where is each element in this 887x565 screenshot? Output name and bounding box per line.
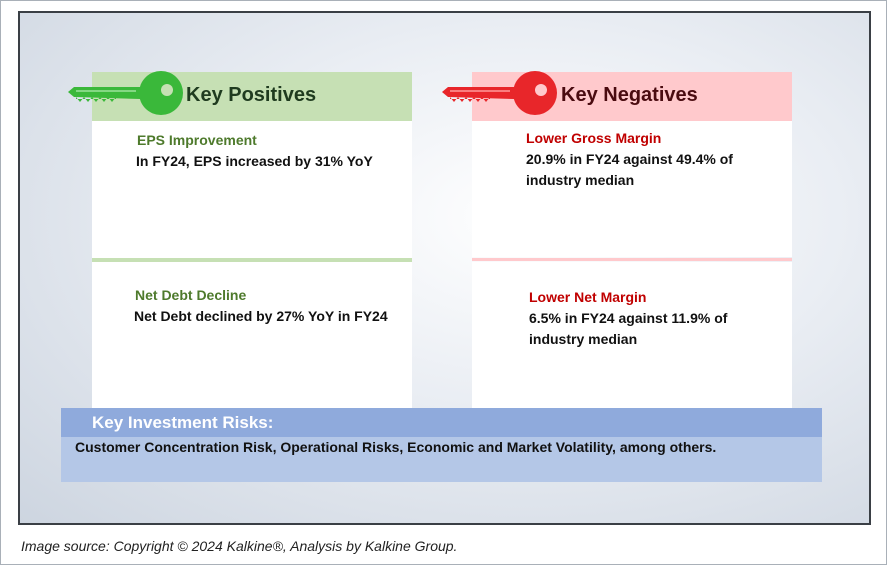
negatives-title: Key Negatives [561,84,698,106]
negatives-card-2 [472,262,792,408]
net-debt-decline-title: Net Debt Decline [135,287,247,303]
lower-gross-margin-title: Lower Gross Margin [526,130,662,146]
green-key-icon [68,71,183,115]
eps-improvement-title: EPS Improvement [137,132,257,148]
investment-risks-body: Customer Concentration Risk, Operational… [75,439,717,455]
positives-card-1 [92,121,412,259]
lower-net-margin-body-line-1: 6.5% in FY24 against 11.9% of [529,310,728,326]
positives-card-2 [92,262,412,408]
investment-risks-header: Key Investment Risks: [61,408,822,437]
eps-improvement-body: In FY24, EPS increased by 31% YoY [136,153,373,169]
lower-gross-margin-body-line-2: industry median [526,172,635,188]
lower-net-margin-body-line-2: industry median [529,331,638,347]
net-debt-decline-body: Net Debt declined by 27% YoY in FY24 [134,308,388,324]
lower-net-margin-title: Lower Net Margin [529,289,647,305]
investment-risks-title: Key Investment Risks: [92,413,274,432]
positives-separator [92,258,412,262]
image-source-caption: Image source: Copyright © 2024 Kalkine®,… [21,538,458,554]
lower-gross-margin-body-line-1: 20.9% in FY24 against 49.4% of [526,151,733,167]
positives-title: Key Positives [186,84,317,106]
red-key-icon [442,71,557,115]
investment-risks-box: Key Investment Risks: Customer Concentra… [61,408,822,482]
negatives-separator [472,258,792,261]
negatives-card-1 [472,121,792,257]
